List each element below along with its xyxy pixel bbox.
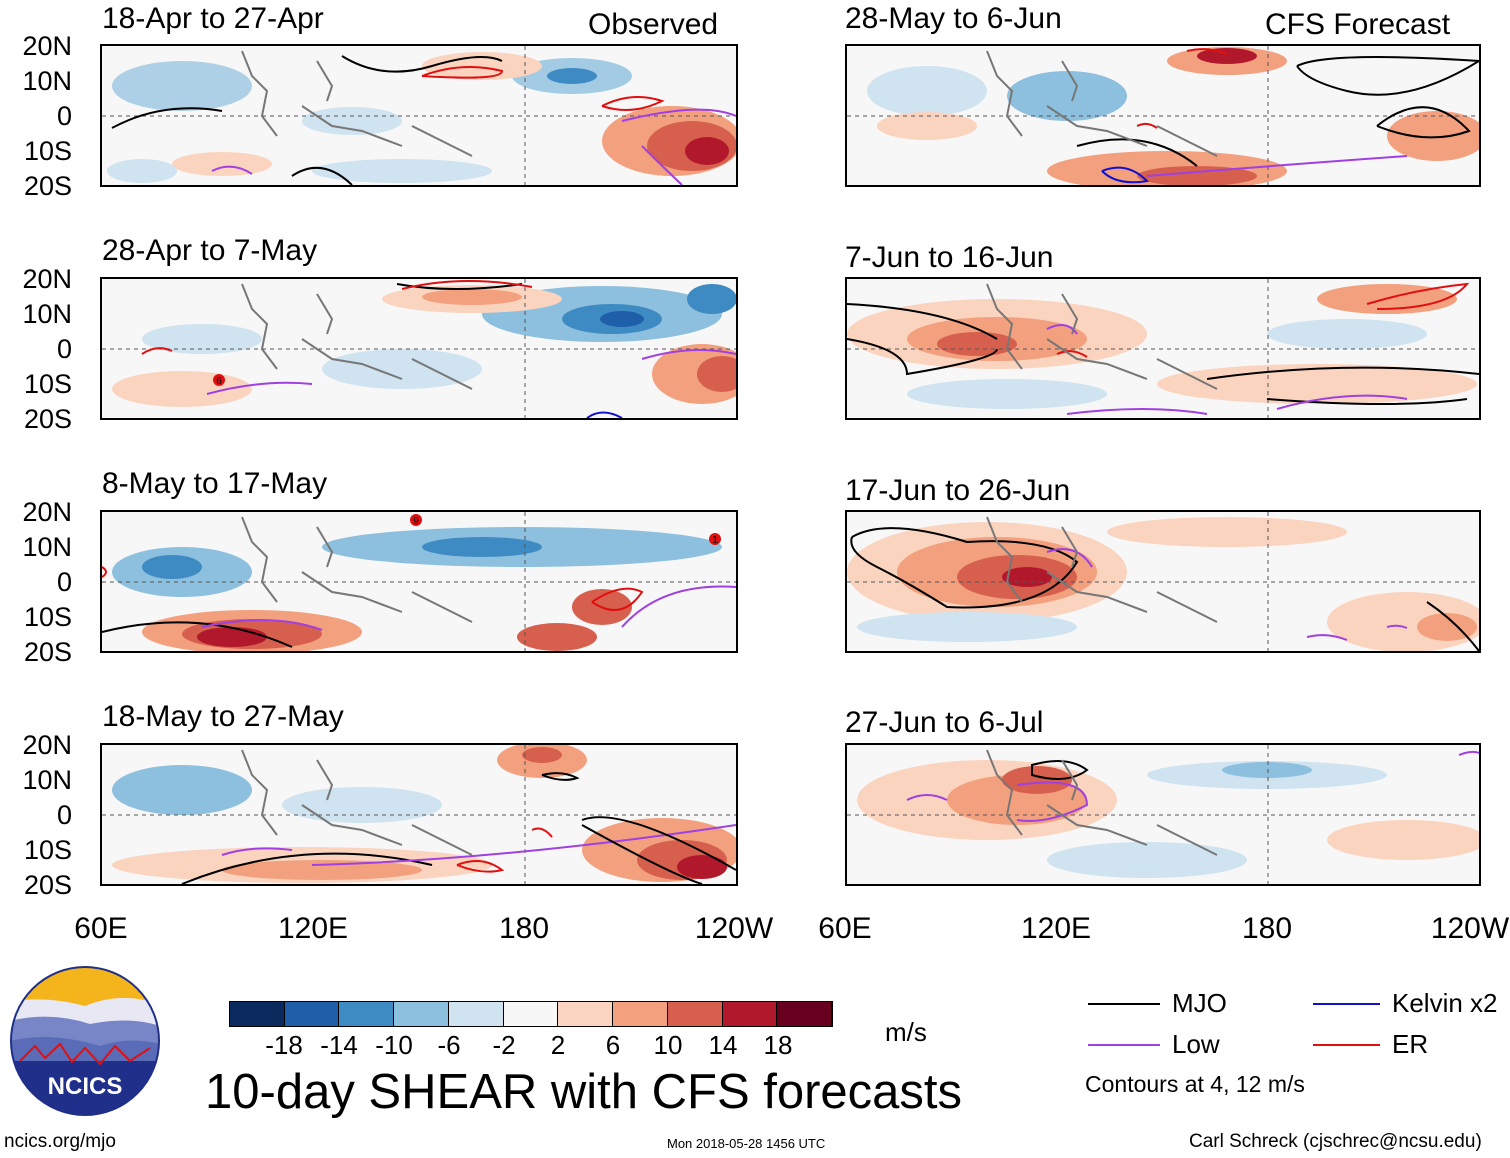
map-panel-obs-4	[100, 743, 738, 886]
legend-label-low: Low	[1172, 1029, 1220, 1059]
lat-label: 0	[56, 101, 72, 131]
colorbar-cell	[777, 1002, 833, 1026]
lon-label-fc: 120W	[1430, 912, 1510, 945]
panel-title-obs-4: 18-May to 27-May	[102, 700, 344, 733]
map-panel-fc-2	[845, 277, 1481, 420]
colorbar-cell	[394, 1002, 449, 1026]
panel-title-obs-2: 28-Apr to 7-May	[102, 234, 318, 267]
colorbar-cell	[558, 1002, 614, 1026]
map-panel-fc-3	[845, 510, 1481, 653]
colorbar-unit: m/s	[885, 1017, 927, 1047]
lat-label: 10S	[23, 835, 72, 865]
lat-label: 20N	[22, 264, 72, 294]
lat-label: 10S	[23, 369, 72, 399]
colorbar-cell	[230, 1002, 285, 1026]
lat-label: 10S	[23, 136, 72, 166]
panel-title-obs-3: 8-May to 17-May	[102, 467, 328, 500]
lat-label: 20S	[23, 870, 72, 900]
footer-credit: Carl Schreck (cjschrec@ncsu.edu)	[1189, 1131, 1482, 1152]
legend-line-kelvin	[1313, 1003, 1380, 1005]
ncics-logo: NCICS	[10, 966, 160, 1116]
lon-label-obs: 180	[498, 912, 550, 945]
panel-title-fc-2: 7-Jun to 16-Jun	[845, 241, 1054, 274]
footer-url[interactable]: ncics.org/mjo	[4, 1131, 116, 1152]
storm-marker: 6	[216, 376, 222, 387]
colorbar-cell	[284, 1002, 340, 1026]
legend: MJO Kelvin x2 Low ER Contours at 4, 12 m…	[1085, 988, 1505, 1098]
colorbar-tick-label: 10	[653, 1030, 683, 1060]
legend-line-mjo	[1088, 1003, 1160, 1005]
colorbar-tick-label: 18	[763, 1030, 793, 1060]
lon-label-fc: 180	[1241, 912, 1293, 945]
lat-label: 0	[56, 334, 72, 364]
lat-label: 20N	[22, 497, 72, 527]
colorbar-cell	[613, 1002, 668, 1026]
colorbar-cell	[722, 1002, 778, 1026]
panel-title-fc-1: 28-May to 6-Jun	[845, 2, 1062, 35]
colorbar-tick-label: -18	[265, 1030, 303, 1060]
panel-title-obs-1: 18-Apr to 27-Apr	[102, 2, 324, 35]
storm-marker: 1	[712, 535, 718, 546]
lat-label: 10S	[23, 602, 72, 632]
map-panel-obs-2: 6	[100, 277, 738, 420]
legend-label-kelvin: Kelvin x2	[1392, 988, 1498, 1018]
main-title: 10-day SHEAR with CFS forecasts	[205, 1065, 963, 1119]
lat-label: 20S	[23, 171, 72, 201]
lat-label: 10N	[22, 765, 72, 795]
lat-label: 0	[56, 567, 72, 597]
colorbar-cell	[667, 1002, 723, 1026]
colorbar-cell	[503, 1002, 559, 1026]
legend-line-er	[1313, 1044, 1380, 1046]
lon-label-fc: 60E	[818, 912, 872, 945]
colorbar-tick-label: 14	[708, 1030, 738, 1060]
panel-title-fc-4: 27-Jun to 6-Jul	[845, 706, 1044, 739]
colorbar-cell	[339, 1002, 395, 1026]
legend-label-mjo: MJO	[1172, 988, 1227, 1018]
lat-label: 10N	[22, 66, 72, 96]
colorbar-tick-label: -14	[320, 1030, 358, 1060]
storm-marker: 9	[413, 516, 419, 527]
lon-label-fc: 120E	[1020, 912, 1092, 945]
map-panel-obs-1	[100, 44, 738, 187]
lat-label: 20S	[23, 404, 72, 434]
colorbar-tick-label: -10	[375, 1030, 413, 1060]
panel-title-fc-3: 17-Jun to 26-Jun	[845, 474, 1071, 507]
legend-label-er: ER	[1392, 1029, 1429, 1059]
colorbar-tick-label: -2	[492, 1030, 516, 1060]
lat-label: 0	[56, 800, 72, 830]
lat-label: 10N	[22, 299, 72, 329]
observed-label: Observed	[588, 8, 719, 41]
colorbar-tick-label: -6	[437, 1030, 461, 1060]
footer-timestamp: Mon 2018-05-28 1456 UTC	[667, 1136, 826, 1151]
legend-line-low	[1088, 1044, 1160, 1046]
lat-label: 20S	[23, 637, 72, 667]
lon-label-obs: 120W	[694, 912, 774, 945]
lat-label: 20N	[22, 31, 72, 61]
colorbar-tick-label: 2	[550, 1030, 566, 1060]
colorbar-cell	[448, 1002, 504, 1026]
logo-text: NCICS	[48, 1073, 123, 1100]
lon-label-obs: 120E	[277, 912, 349, 945]
map-panel-fc-1	[845, 44, 1481, 187]
lon-label-obs: 60E	[74, 912, 128, 945]
colorbar	[229, 1001, 833, 1027]
map-panel-fc-4	[845, 743, 1481, 886]
map-panel-obs-3: 9 1	[100, 510, 738, 653]
colorbar-tick-label: 6	[605, 1030, 621, 1060]
lat-label: 20N	[22, 730, 72, 760]
contours-note: Contours at 4, 12 m/s	[1085, 1071, 1305, 1097]
cfs-forecast-label: CFS Forecast	[1265, 8, 1451, 41]
lat-label: 10N	[22, 532, 72, 562]
